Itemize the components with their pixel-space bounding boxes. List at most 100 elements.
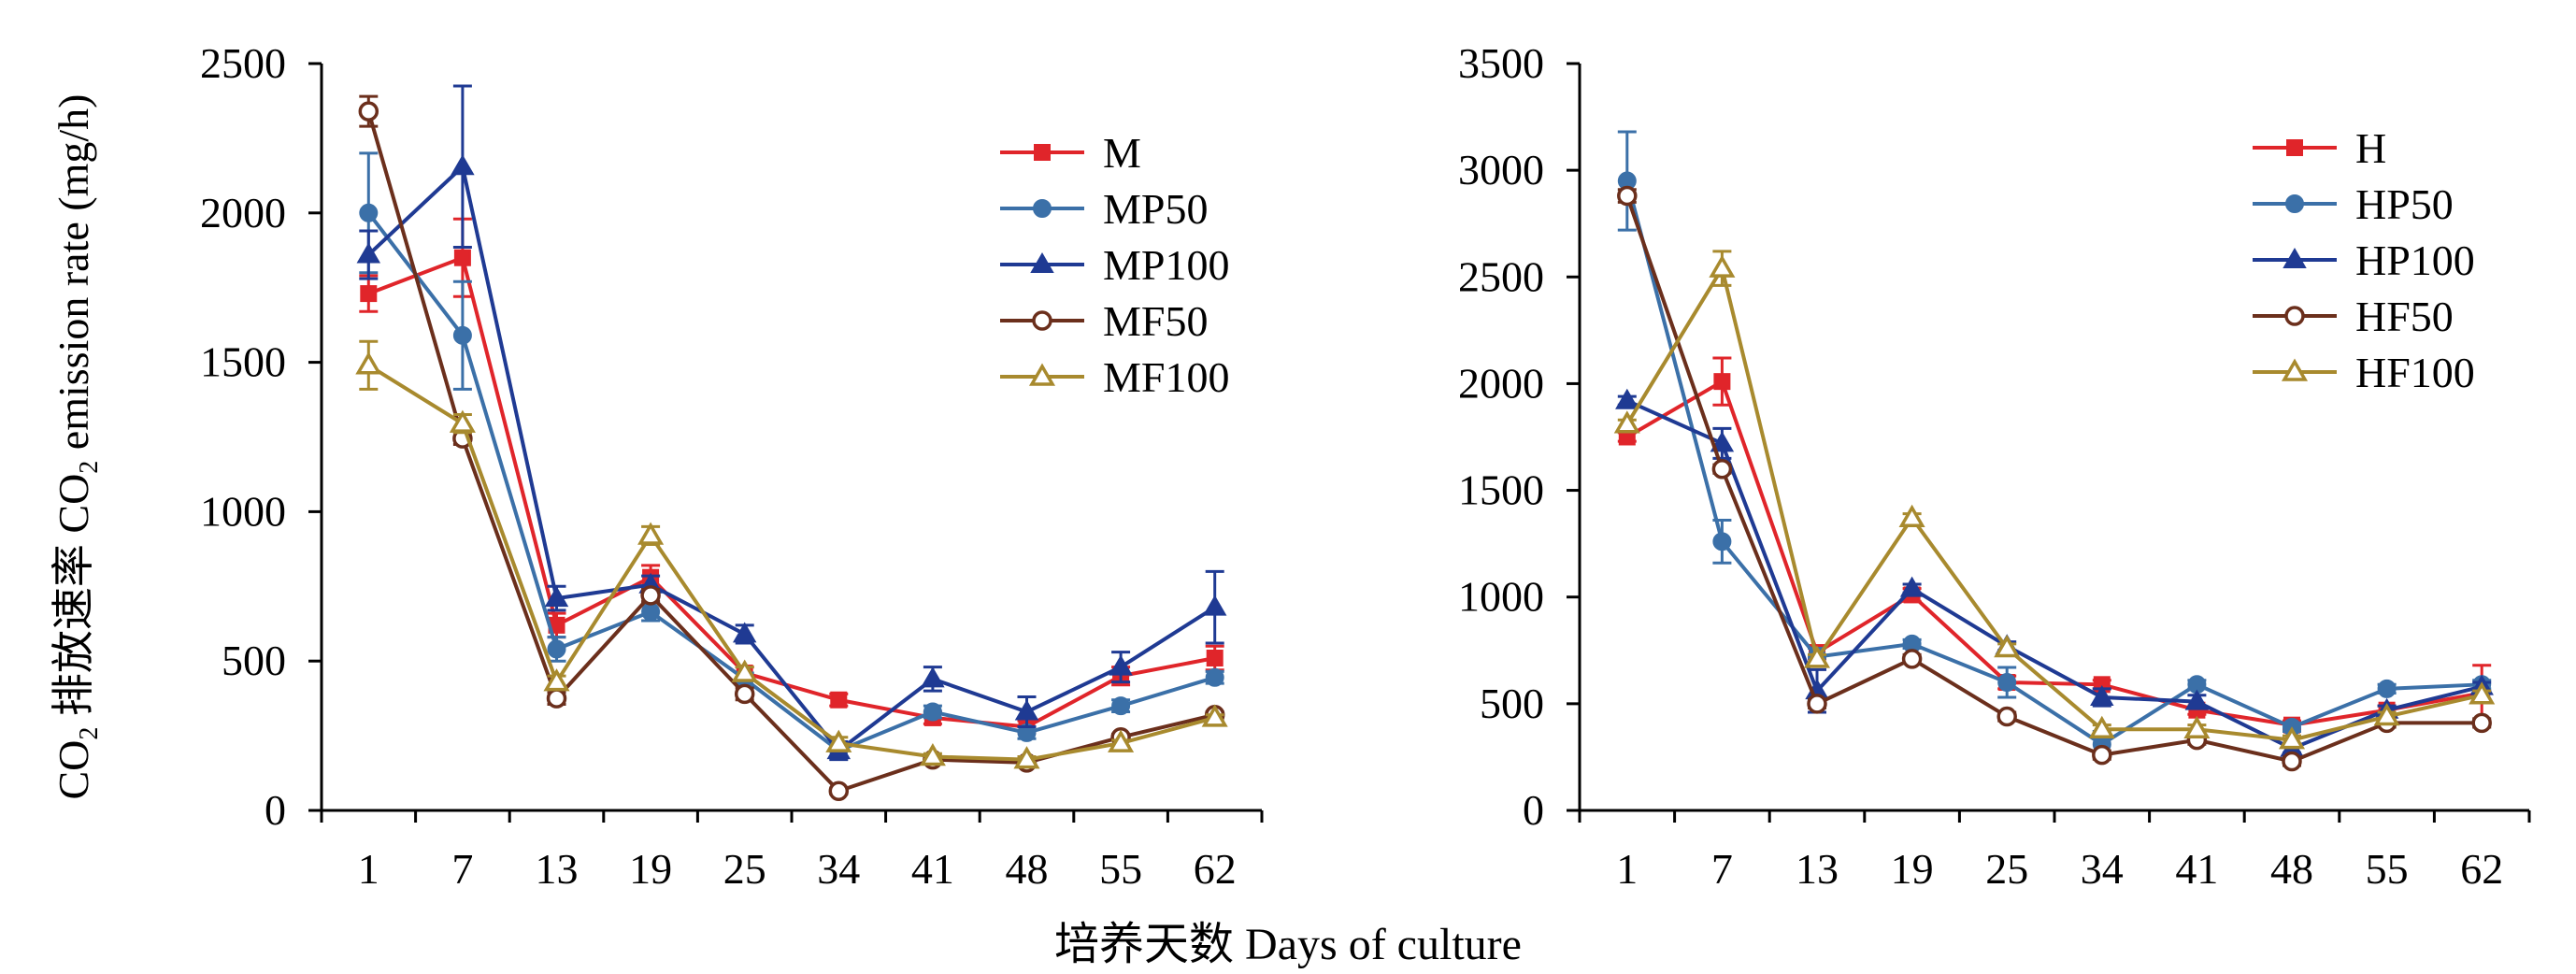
data-point	[1711, 458, 1733, 480]
legend-swatch-marker	[2286, 139, 2303, 156]
data-point	[1615, 388, 1639, 409]
data-point	[2471, 712, 2492, 734]
data-point	[731, 659, 758, 682]
y-tick-label: 3000	[1458, 146, 1544, 193]
data-point	[2373, 703, 2400, 726]
chart-panel-2: 0 500 1000 1500 2000 2500 3000 3500 1 7 13 19 25 34 41…	[1458, 39, 2531, 893]
series-mp50	[359, 151, 1224, 761]
series-line	[1624, 180, 2483, 747]
y-tick-label: 2000	[200, 189, 286, 236]
y-tick-label: 2000	[1458, 359, 1544, 407]
data-point	[1108, 729, 1135, 752]
series-h	[1617, 356, 2492, 734]
data-point	[921, 666, 945, 688]
series-line	[1625, 263, 2483, 742]
x-tick-label: 25	[723, 845, 766, 893]
legend-label: H	[2355, 124, 2386, 172]
legend-item-hf50: HF50	[2253, 293, 2454, 340]
x-tick-label: 48	[2270, 845, 2313, 893]
data-point	[1803, 645, 1831, 668]
data-point	[356, 242, 381, 264]
data-point	[1712, 532, 1732, 551]
legend-swatch-marker	[2284, 306, 2305, 326]
legend-item-h: H	[2253, 124, 2386, 172]
data-point	[544, 586, 569, 608]
x-axis-label: 培养天数 Days of culture	[1054, 920, 1522, 969]
series-line	[367, 255, 1216, 729]
series-line	[1624, 194, 2483, 764]
y-axis-label-subscript: 2	[75, 726, 105, 740]
series-line	[1625, 379, 2483, 727]
legend-item-mp100: MP100	[1000, 241, 1229, 289]
legend: H HP50 HP100 HF50 HF100	[2253, 124, 2475, 396]
data-point	[360, 285, 378, 303]
x-tick-label: 7	[1711, 845, 1733, 893]
data-point	[359, 203, 379, 222]
data-point	[2184, 689, 2210, 710]
x-tick-label: 41	[2175, 845, 2218, 893]
data-point	[641, 602, 661, 622]
y-tick-label: 500	[1480, 680, 1544, 727]
data-point	[2377, 679, 2397, 698]
data-point	[919, 742, 946, 766]
legend-swatch-marker	[2281, 358, 2309, 381]
x-tick-label: 62	[1194, 845, 1237, 893]
legend-label: MP50	[1103, 185, 1208, 233]
y-tick-label: 1000	[200, 487, 286, 535]
data-point	[452, 325, 472, 345]
data-point	[1206, 650, 1224, 667]
data-point	[451, 154, 475, 176]
data-point	[1013, 746, 1040, 769]
y-axis-label-part: CO	[49, 739, 97, 800]
series-m	[359, 217, 1224, 736]
data-point	[830, 691, 848, 709]
y-tick-label: 1500	[200, 338, 286, 386]
data-point	[449, 409, 476, 433]
legend-label: MF50	[1103, 297, 1208, 345]
data-point	[1202, 594, 1227, 616]
legend-swatch-marker	[1033, 199, 1052, 218]
y-tick-label: 0	[265, 786, 286, 834]
series-line	[366, 211, 1216, 753]
y-axis-label-part: emission rate (mg/h)	[49, 93, 97, 461]
data-point	[355, 351, 382, 375]
legend-item-hf100: HF100	[2253, 349, 2475, 396]
legend-item-m: M	[1000, 129, 1141, 177]
legend-swatch-marker	[1032, 310, 1052, 331]
data-point	[2183, 715, 2211, 739]
data-point	[2469, 681, 2496, 705]
x-tick-label: 55	[2366, 845, 2409, 893]
x-tick-label: 41	[911, 845, 954, 893]
y-tick-label: 2500	[1458, 252, 1544, 300]
legend: M MP50 MP100 MF50 MF100	[1000, 129, 1229, 401]
data-point	[1901, 649, 1923, 669]
legend-label: MP100	[1103, 241, 1229, 289]
data-point	[732, 622, 757, 643]
legend-swatch-marker	[2283, 248, 2307, 268]
x-tick-label: 1	[358, 845, 379, 893]
data-point	[1014, 699, 1039, 721]
legend-label: HF100	[2355, 349, 2475, 396]
data-point	[1713, 373, 1731, 391]
x-tick-label: 19	[1891, 845, 1934, 893]
y-tick-label: 3500	[1458, 39, 1544, 87]
x-tick-label: 7	[451, 845, 473, 893]
data-point	[1899, 576, 1925, 597]
x-tick-label: 34	[817, 845, 860, 893]
series-line	[366, 163, 1216, 753]
y-tick-label: 1000	[1458, 573, 1544, 621]
y-tick-label: 500	[222, 637, 286, 684]
data-point	[828, 781, 850, 801]
data-point	[1613, 410, 1640, 434]
data-point	[2278, 726, 2306, 750]
x-tick-label: 55	[1099, 845, 1142, 893]
legend-swatch-marker	[2285, 194, 2304, 213]
data-point	[2088, 715, 2115, 739]
data-point	[453, 249, 471, 266]
data-point	[547, 639, 566, 659]
data-point	[1898, 504, 1925, 527]
legend-label: MF100	[1103, 353, 1229, 401]
legend-item-mf50: MF50	[1000, 297, 1208, 345]
data-point	[1201, 704, 1228, 727]
